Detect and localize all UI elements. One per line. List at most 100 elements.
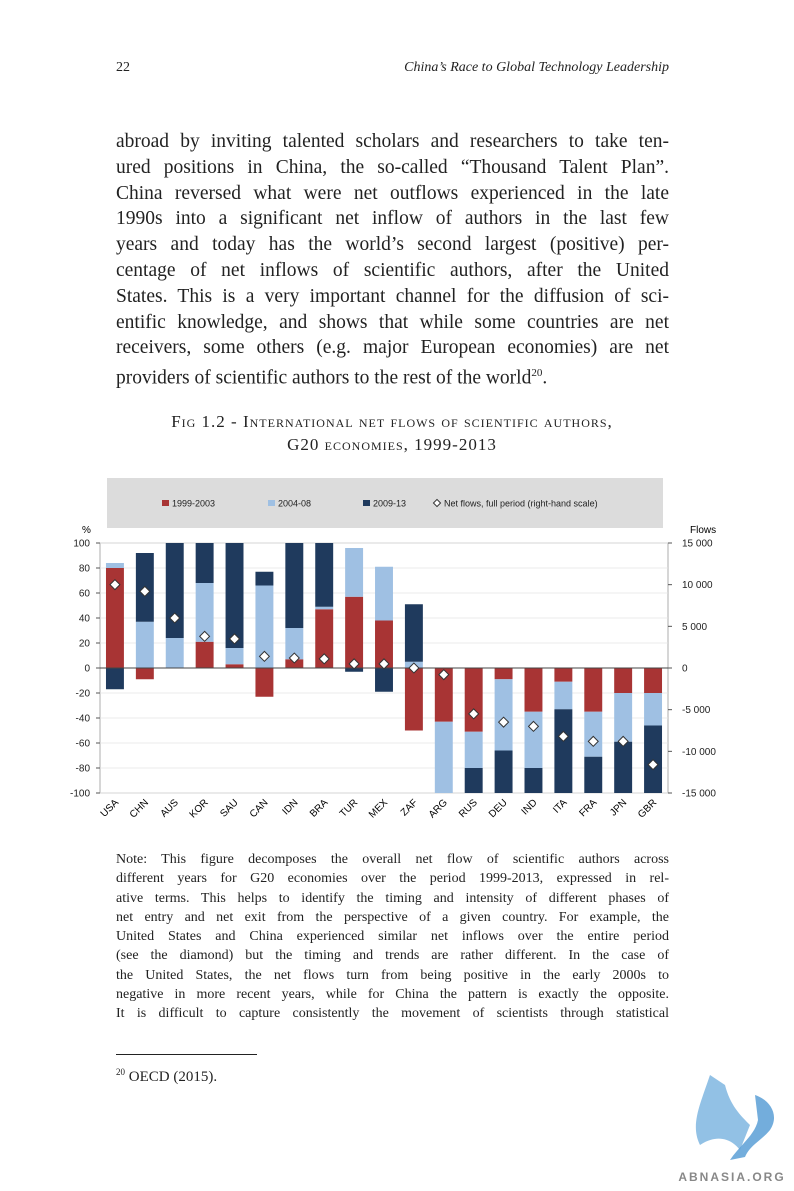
x-tick-label: ZAF bbox=[399, 797, 420, 818]
running-title: China’s Race to Global Technology Leader… bbox=[404, 60, 669, 75]
bar-segment bbox=[434, 668, 453, 722]
note-line: the United States, the net flows turn fr… bbox=[116, 967, 669, 983]
bar-segment bbox=[524, 668, 543, 712]
legend-swatch bbox=[268, 500, 275, 506]
net-flow-marker bbox=[408, 662, 420, 674]
bar-segment bbox=[135, 668, 154, 680]
net-flow-marker bbox=[378, 658, 390, 670]
bar-segment bbox=[434, 721, 453, 793]
caption-line: G20 economies, 1999-2013 bbox=[287, 435, 497, 454]
y-tick-label: 100 bbox=[73, 539, 90, 550]
bar-segment bbox=[105, 563, 124, 568]
net-flow-marker bbox=[139, 585, 151, 597]
bar-segment bbox=[464, 668, 483, 732]
x-tick-label: KOR bbox=[188, 797, 211, 820]
net-flow-marker bbox=[438, 669, 450, 681]
text-run: providers of scientific authors to the r… bbox=[116, 367, 532, 389]
bar-segment bbox=[135, 621, 154, 668]
bar-segment bbox=[165, 543, 184, 638]
figure-note: Note: This figure decomposes the overall… bbox=[116, 850, 669, 1024]
bar-segment bbox=[195, 641, 214, 668]
legend-label: 2009-13 bbox=[373, 499, 406, 509]
y2-tick-label: 10 000 bbox=[682, 580, 713, 591]
bar-segment bbox=[105, 568, 124, 668]
y-tick-label: 20 bbox=[79, 639, 91, 650]
bar-segment bbox=[554, 681, 573, 710]
net-flow-marker bbox=[348, 658, 360, 670]
net-flow-marker bbox=[527, 720, 540, 732]
page-number: 22 bbox=[116, 60, 130, 75]
bar-segment bbox=[404, 604, 423, 662]
text-line: years and today has the world’s second l… bbox=[116, 234, 669, 256]
net-flow-marker bbox=[617, 735, 629, 747]
bar-segment bbox=[285, 628, 304, 660]
bar-segment bbox=[225, 664, 244, 668]
x-tick-label: BRA bbox=[308, 797, 331, 820]
footnote-text: OECD (2015). bbox=[128, 1069, 218, 1085]
y2-tick-label: -15 000 bbox=[682, 789, 716, 800]
y2-tick-label: -10 000 bbox=[682, 747, 716, 758]
y2-tick-label: 0 bbox=[682, 664, 688, 675]
x-tick-label: IDN bbox=[280, 797, 300, 817]
legend-label: 2004-08 bbox=[278, 499, 311, 509]
bar-segment bbox=[614, 693, 633, 742]
x-tick-label: RUS bbox=[457, 797, 480, 820]
x-tick-label: AUS bbox=[159, 797, 182, 820]
bar-segment bbox=[404, 668, 423, 731]
y-tick-label: -40 bbox=[76, 714, 91, 725]
text-line: entific knowledge, and shows that while … bbox=[116, 311, 669, 333]
text-line: centage of net inflows of scientific aut… bbox=[116, 259, 669, 281]
bar-segment bbox=[255, 571, 274, 586]
text-line: China reversed what were net outflows ex… bbox=[116, 182, 669, 204]
legend-swatch bbox=[363, 500, 370, 506]
bar-segment bbox=[554, 668, 573, 682]
net-flow-marker bbox=[647, 759, 659, 771]
bar-segment bbox=[105, 668, 124, 690]
bar-segment bbox=[584, 756, 603, 793]
bar-segment bbox=[255, 668, 274, 697]
x-tick-label: CHN bbox=[128, 797, 151, 820]
y-tick-label: -100 bbox=[70, 789, 90, 800]
bar-segment bbox=[255, 585, 274, 668]
text-line: ured positions in China, the so-called “… bbox=[116, 156, 669, 178]
legend-label: 1999-2003 bbox=[172, 499, 215, 509]
y2-tick-label: 15 000 bbox=[682, 539, 713, 550]
y-tick-label: 60 bbox=[79, 589, 91, 600]
bar-segment bbox=[345, 596, 364, 668]
note-line: (see the diamond) but the timing and tre… bbox=[116, 948, 669, 964]
y2-axis-label: Flows bbox=[690, 525, 716, 536]
bar-segment bbox=[494, 668, 513, 680]
bar-segment bbox=[315, 609, 334, 668]
x-tick-label: ARG bbox=[427, 797, 450, 820]
bar-segment bbox=[464, 768, 483, 793]
chart: 100 80 60 40 20 0 -20 -40 -60 -80 -100 15 000 10 000… bbox=[70, 478, 716, 820]
note-line: negative in more recent years, while for… bbox=[116, 987, 669, 1003]
text-run: . bbox=[542, 367, 548, 389]
note-line: United States and China experienced simi… bbox=[116, 929, 669, 945]
text-line: 1990s into a significant net inflow of a… bbox=[116, 208, 669, 230]
x-tick-label: TUR bbox=[338, 797, 360, 819]
watermark: ABNASIA.ORG bbox=[678, 1075, 784, 1184]
legend-marker bbox=[432, 498, 442, 508]
bar-segment bbox=[614, 741, 633, 793]
text-line: States. This is a very important channel… bbox=[116, 285, 669, 307]
net-flow-marker bbox=[497, 716, 510, 728]
net-flow-marker bbox=[198, 630, 211, 642]
bar-segment bbox=[225, 543, 244, 648]
legend-swatch bbox=[162, 500, 169, 506]
bar-segment bbox=[524, 711, 543, 768]
legend-label: Net flows, full period (right-hand scale… bbox=[444, 499, 598, 509]
net-flow-marker bbox=[228, 633, 241, 645]
bar-segment bbox=[375, 668, 393, 692]
bar-segment bbox=[345, 668, 364, 672]
note-line: net entry and net exit from the perspect… bbox=[116, 909, 669, 925]
y-tick-label: 40 bbox=[79, 614, 91, 625]
x-tick-label: SAU bbox=[218, 797, 240, 819]
logo-body bbox=[730, 1095, 775, 1160]
note-line: Note: This figure decomposes the overall… bbox=[116, 852, 669, 867]
bar-segment bbox=[524, 768, 543, 793]
bar-segment bbox=[345, 548, 364, 597]
footnote-ref: 20 bbox=[531, 367, 543, 380]
bar-segment bbox=[195, 543, 214, 583]
